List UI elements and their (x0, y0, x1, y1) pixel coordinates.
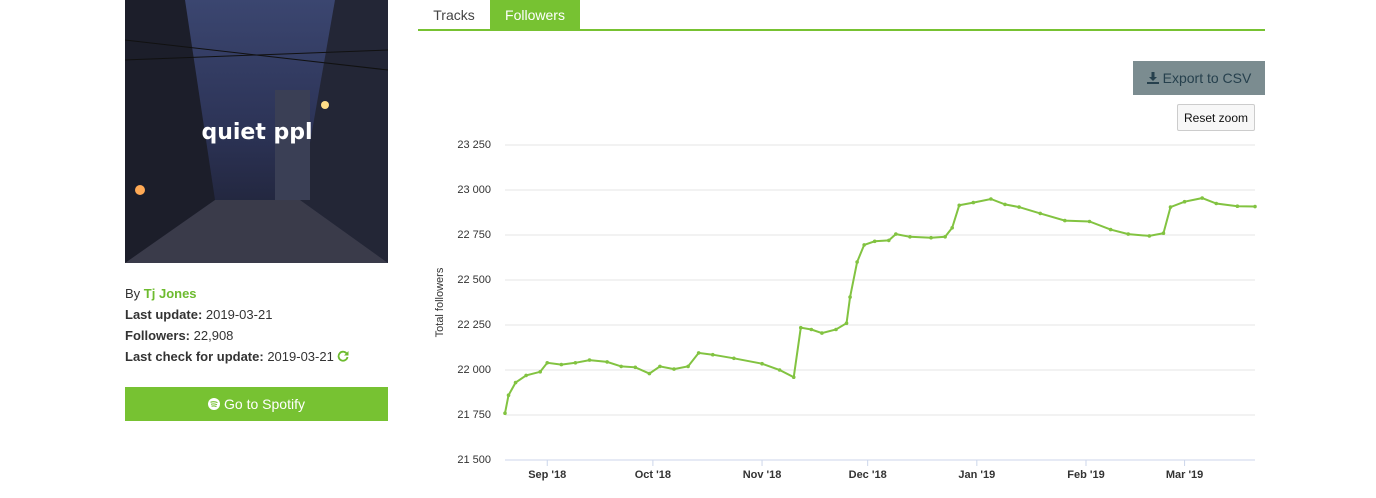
info-value: 22,908 (193, 328, 234, 343)
data-point (971, 200, 976, 205)
data-point (1003, 202, 1007, 207)
y-tick-label: 22 750 (457, 229, 491, 241)
data-point (732, 356, 736, 361)
data-point (559, 362, 564, 367)
followers-line (504, 197, 1256, 414)
data-point (1087, 219, 1092, 224)
y-tick-label: 23 000 (457, 184, 491, 196)
data-point (1063, 218, 1067, 223)
data-point (1108, 227, 1113, 232)
refresh-icon[interactable] (337, 350, 349, 362)
data-point (524, 373, 528, 378)
data-point (503, 411, 507, 416)
data-point (538, 370, 543, 374)
info-label: Last update: (125, 307, 203, 322)
data-point (1214, 201, 1219, 206)
data-point (672, 367, 676, 371)
tab[interactable]: Tracks (433, 7, 475, 23)
data-point (848, 295, 852, 299)
data-point (862, 243, 866, 247)
data-point (587, 358, 592, 362)
cover-title: quiet ppl (201, 120, 312, 145)
data-point (798, 325, 803, 330)
info-value: 2019-03-21 (205, 307, 273, 322)
data-point (989, 197, 993, 201)
y-tick-label: 22 000 (457, 364, 491, 376)
data-point (834, 327, 838, 332)
data-point (573, 361, 578, 365)
y-tick-label: 23 250 (457, 139, 491, 151)
data-point (957, 203, 962, 208)
download-icon (1146, 72, 1159, 84)
y-tick-label: 21 500 (457, 454, 491, 466)
data-point (1168, 205, 1173, 209)
x-tick-label: Sep '18 (528, 469, 566, 481)
author-link[interactable]: Tj Jones (143, 286, 197, 301)
y-tick-label: 21 750 (457, 409, 491, 421)
data-point (1147, 234, 1152, 238)
by-label: By (125, 286, 141, 301)
data-point (887, 238, 891, 243)
data-point (696, 351, 701, 355)
data-point (1126, 232, 1131, 236)
info-label: Last check for update: (125, 349, 264, 364)
y-axis-label: Total followers (434, 267, 446, 337)
spotify-icon (208, 398, 221, 410)
data-point (844, 321, 849, 326)
reset-zoom-button[interactable]: Reset zoom (1177, 104, 1255, 131)
x-tick-label: Nov '18 (743, 469, 782, 481)
data-point (605, 360, 609, 364)
data-point (513, 380, 518, 385)
button-label: Go to Spotify (224, 396, 305, 412)
x-tick-label: Feb '19 (1067, 469, 1104, 481)
data-point (619, 364, 623, 369)
data-point (855, 260, 859, 264)
data-point (1200, 196, 1204, 200)
data-point (658, 364, 662, 369)
tab-active[interactable]: Followers (490, 0, 580, 30)
data-point (820, 331, 824, 335)
tab-underline (418, 29, 1265, 31)
data-point (760, 361, 764, 366)
y-tick-label: 22 500 (457, 274, 491, 286)
data-point (545, 361, 550, 365)
x-tick-label: Oct '18 (635, 469, 671, 481)
spotify-button[interactable]: Go to Spotify (125, 387, 388, 421)
data-point (950, 226, 954, 230)
data-point (791, 375, 796, 380)
data-point (1017, 205, 1021, 209)
data-point (943, 235, 947, 239)
data-point (929, 235, 933, 240)
x-tick-label: Jan '19 (958, 469, 995, 481)
data-point (872, 239, 877, 244)
data-point (1253, 204, 1257, 209)
info-label: Followers: (125, 328, 191, 343)
data-point (686, 364, 690, 369)
info-line: Followers: 22,908 (125, 328, 233, 343)
button-label: Export to CSV (1162, 70, 1252, 86)
data-point (1182, 199, 1187, 204)
x-tick-label: Mar '19 (1166, 469, 1203, 481)
info-line: Last update: 2019-03-21 (125, 307, 272, 322)
author-line: By Tj Jones (125, 286, 197, 301)
data-point (633, 365, 638, 370)
data-point (908, 235, 912, 239)
data-point (506, 393, 511, 398)
y-tick-label: 22 250 (457, 319, 491, 331)
data-point (1235, 204, 1240, 208)
data-point (894, 232, 898, 236)
export-button[interactable]: Export to CSV (1133, 61, 1265, 95)
data-point (1038, 211, 1043, 216)
data-point (1161, 231, 1166, 235)
data-point (647, 371, 652, 376)
data-point (809, 327, 814, 332)
info-line: Last check for update: 2019-03-21 (125, 349, 349, 364)
x-tick-label: Dec '18 (849, 469, 887, 481)
info-value: 2019-03-21 (267, 349, 334, 364)
data-point (710, 352, 715, 357)
playlist-cover: quiet ppl (125, 0, 388, 263)
data-point (777, 368, 782, 372)
